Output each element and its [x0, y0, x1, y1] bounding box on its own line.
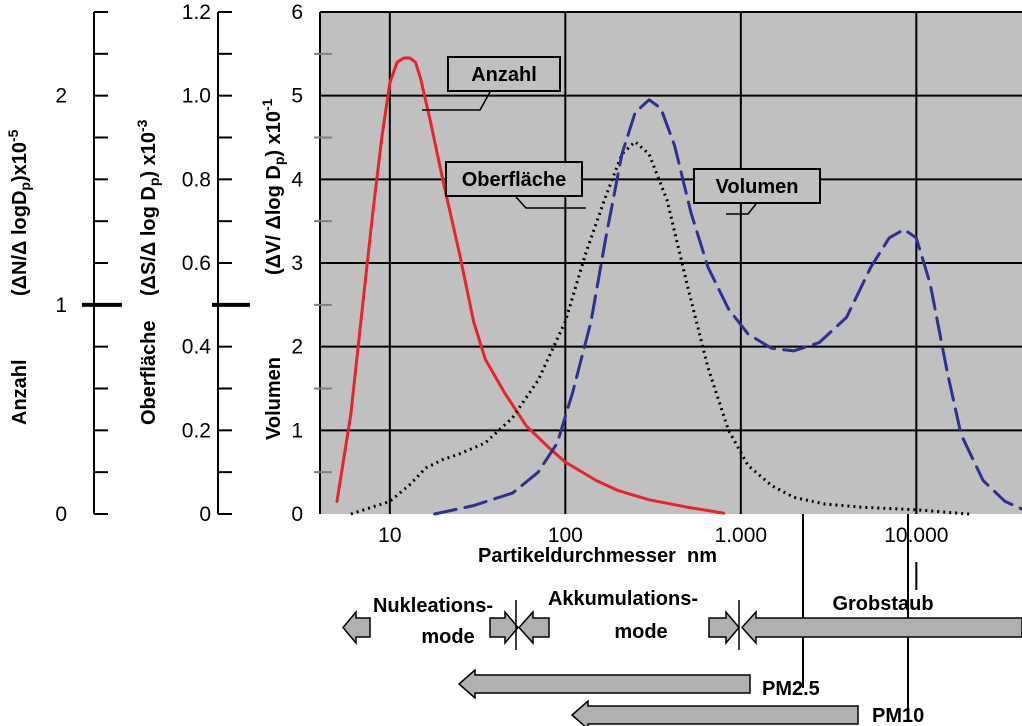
anzahl-tick-label-2: 2	[55, 85, 67, 108]
pm25-label: PM2.5	[762, 678, 820, 700]
x-tick-label-10.000: 10.000	[884, 524, 948, 547]
nukleation-left-arrow	[342, 609, 371, 646]
oberflaeche-axis-label: (ΔS/Δ log Dp) x10-3	[134, 119, 162, 296]
akkumulation-left-arrow	[517, 610, 550, 645]
series-anzahl-line	[335, 56, 726, 515]
volumen-tick-label-2: 2	[291, 336, 303, 359]
pm10-arrow	[570, 699, 859, 726]
volumen-tick-label-4: 4	[291, 168, 303, 191]
volumen-axis-label: (ΔV/ Δlog Dp) x10-1	[259, 98, 287, 275]
oberflaeche-tick-label-0.2: 0.2	[182, 419, 211, 442]
oberflaeche-tick-label-0.6: 0.6	[182, 252, 211, 275]
anzahl-tick-label-0: 0	[55, 503, 67, 526]
akkumulation-label-2: mode	[614, 621, 667, 643]
akkumulation-right-arrow	[708, 609, 740, 646]
pm25-arrow	[457, 668, 751, 700]
axis-ticks: 0 1 2 3 4 5 6 0 0.2 0.4 0.6 0.8 1.0 1.2 0 1 2 10 100 1.000 1…	[55, 1, 948, 590]
data-series	[335, 56, 1022, 516]
x-tick-label-10: 10	[378, 524, 401, 547]
oberflaeche-tick-label-1.2: 1.2	[182, 1, 211, 24]
series-oberflaeche-line	[350, 140, 970, 516]
volumen-axis-title: Volumen	[263, 357, 285, 440]
oberflaeche-tick-label-0.8: 0.8	[182, 168, 211, 191]
oberflaeche-tick-label-1.0: 1.0	[182, 85, 211, 108]
oberflaeche-callout: Oberfläche	[445, 161, 586, 209]
anzahl-tick-label-1: 1	[55, 294, 67, 317]
x-axis-label: Partikeldurchmesser nm	[478, 545, 717, 567]
anzahl-axis-label: (ΔN/Δ logDp)x10-5	[5, 129, 33, 296]
akkumulation-label-1: Akkumulations-	[548, 588, 698, 610]
oberflaeche-tick-label-0: 0	[199, 503, 211, 526]
nukleation-label-1: Nukleations-	[373, 595, 493, 617]
volumen-tick-label-1: 1	[291, 419, 303, 442]
anzahl-callout: Anzahl	[422, 56, 561, 111]
grid-lines	[319, 11, 1022, 514]
volumen-tick-label-5: 5	[291, 85, 303, 108]
volumen-tick-label-3: 3	[291, 252, 303, 275]
oberflaeche-axis-title: Oberfläche	[138, 321, 160, 425]
volumen-tick-label-0: 0	[291, 503, 303, 526]
volumen-callout-text: Volumen	[716, 176, 799, 198]
anzahl-axis-title: Anzahl	[9, 359, 31, 425]
pm10-label: PM10	[872, 705, 924, 726]
grobstaub-arrow	[740, 610, 1022, 645]
volumen-callout: Volumen	[693, 168, 821, 215]
x-tick-label-1.000: 1.000	[715, 524, 768, 547]
nukleation-label-2: mode	[421, 626, 474, 648]
nukleation-right-arrow	[489, 609, 519, 646]
anzahl-callout-text: Anzahl	[471, 64, 537, 86]
grobstaub-label: Grobstaub	[832, 593, 933, 615]
x-tick-label-100: 100	[548, 524, 583, 547]
oberflaeche-callout-text: Oberfläche	[462, 169, 566, 191]
volumen-tick-label-6: 6	[291, 1, 303, 24]
series-volumen-line	[433, 98, 1022, 516]
mode-annotations: Nukleations- mode Akkumulations- mode Gr…	[342, 514, 1022, 726]
oberflaeche-tick-label-0.4: 0.4	[182, 336, 212, 359]
